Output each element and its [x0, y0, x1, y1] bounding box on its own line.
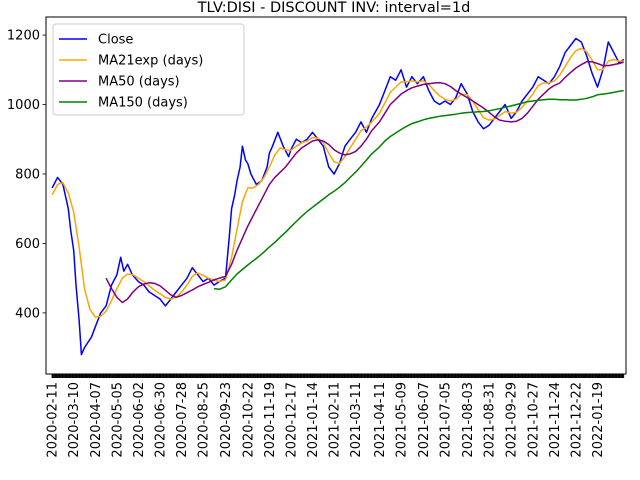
legend-label: Close — [98, 33, 133, 48]
x-tick-label: 2021-11-24 — [548, 382, 563, 458]
x-tick-label: 2020-04-07 — [89, 382, 104, 458]
plot-lines — [51, 37, 625, 356]
x-tick-label: 2022-01-19 — [591, 382, 606, 458]
x-tick-label: 2021-08-03 — [461, 382, 476, 458]
x-tick-label: 2020-10-22 — [241, 382, 256, 458]
x-tick-label: 2021-10-27 — [526, 382, 541, 458]
legend-box — [52, 23, 245, 116]
x-tick-label: 2021-02-11 — [328, 382, 343, 458]
y-tick-label: 400 — [15, 306, 40, 321]
x-tick-label: 2020-11-19 — [263, 382, 278, 458]
y-tick-label: 1000 — [7, 98, 40, 113]
y-tick-label: 800 — [15, 167, 40, 182]
legend-label: MA150 (days) — [98, 96, 188, 111]
series-line-2 — [105, 61, 624, 304]
x-tick-label: 2020-03-10 — [67, 382, 82, 458]
y-tick-label: 600 — [15, 237, 40, 252]
x-tick-label: 2020-08-25 — [197, 382, 212, 458]
x-tick-label: 2021-07-05 — [439, 382, 454, 458]
series-line-3 — [213, 89, 624, 291]
x-tick-label: 2021-06-07 — [417, 382, 432, 458]
x-tick-label: 2020-06-30 — [154, 382, 169, 458]
x-tick-label: 2020-02-11 — [46, 382, 61, 458]
y-axis: 400 600 800 1000 1200 — [7, 29, 46, 321]
legend-label: MA50 (days) — [98, 75, 180, 90]
x-tick-label: 2020-07-28 — [175, 382, 190, 458]
chart-title: TLV:DISI - DISCOUNT INV: interval=1d — [197, 0, 471, 16]
x-tick-label: 2021-04-11 — [373, 382, 388, 458]
x-tick-label: 2020-12-17 — [284, 382, 299, 458]
x-tick-label: 2021-03-11 — [349, 382, 364, 458]
y-tick-label: 1200 — [7, 29, 40, 44]
series-line-0 — [51, 37, 625, 356]
legend-label: MA21exp (days) — [98, 54, 203, 69]
plot-frame — [45, 16, 627, 375]
x-tick-label: 2021-12-22 — [569, 382, 584, 458]
x-tick-label: 2020-09-23 — [219, 382, 234, 458]
x-tick-label: 2020-06-02 — [132, 382, 147, 458]
legend: Close MA21exp (days) MA50 (days) MA150 (day… — [52, 23, 245, 116]
x-tick-label: 2021-08-31 — [482, 382, 497, 458]
x-tick-label: 2020-05-05 — [110, 382, 125, 458]
x-tick-label: 2021-01-14 — [306, 382, 321, 458]
x-axis: 2020-02-11 2020-03-10 2020-04-07 2020-05-05… — [46, 374, 625, 458]
x-tick-label: 2021-09-29 — [505, 382, 520, 458]
x-tick-label: 2021-05-09 — [395, 382, 410, 458]
